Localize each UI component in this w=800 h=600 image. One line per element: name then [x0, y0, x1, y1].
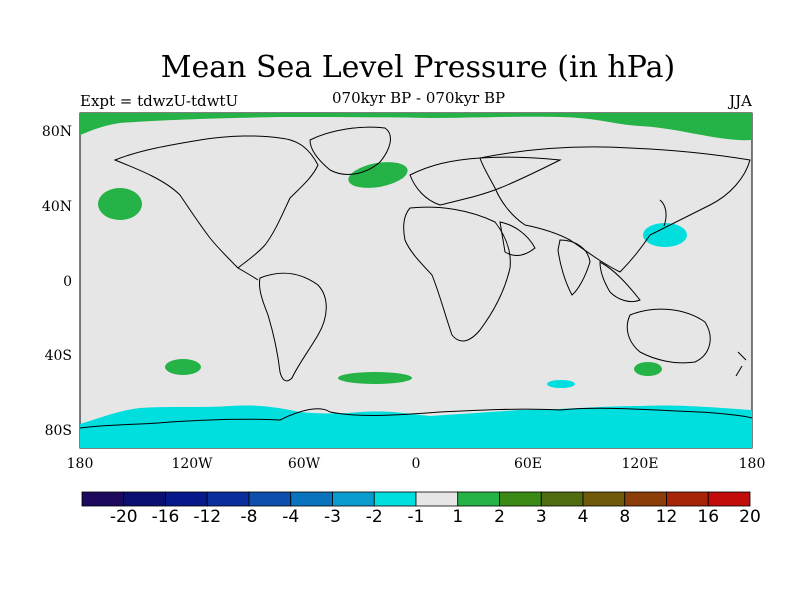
- colorbar-tick-label: 12: [655, 507, 678, 527]
- antarctica-outline: [79, 407, 753, 429]
- colorbar-swatch: [123, 491, 166, 507]
- india-outline: [557, 239, 591, 296]
- colorbar-swatch: [707, 491, 751, 507]
- southeast-asia-outline: [599, 261, 641, 303]
- colorbar-swatch: [206, 491, 250, 507]
- map-background: [79, 112, 753, 449]
- lon-tick-120e: 120E: [621, 456, 659, 472]
- asia-outline: [479, 146, 751, 273]
- colorbar-tick-label: -20: [109, 507, 138, 527]
- colorbar-tick-label: -16: [151, 507, 180, 527]
- arctic-positive-region: [80, 113, 752, 141]
- colorbar-swatch: [373, 491, 417, 507]
- colorbar-tick-label: -1: [407, 507, 425, 527]
- colorbar-tick-label: 2: [494, 507, 505, 527]
- lat-tick-40n: 40N: [41, 199, 72, 215]
- colorbar: [81, 491, 751, 507]
- west-pacific-negative-region: [643, 223, 687, 247]
- europe-outline: [409, 156, 562, 206]
- lon-tick-0: 0: [411, 456, 421, 472]
- colorbar-tick-label: -8: [240, 507, 258, 527]
- positive-anomaly-regions: [80, 113, 752, 384]
- north-america-outline: [113, 135, 319, 269]
- south-indian-positive-region: [634, 362, 662, 376]
- colorbar-swatch: [540, 491, 584, 507]
- colorbar-swatch: [415, 491, 459, 507]
- colorbar-tick-label: 4: [577, 507, 589, 527]
- colorbar-swatch: [290, 491, 333, 507]
- southern-indian-negative-region: [547, 380, 575, 388]
- experiment-label: Expt = tdwzU-tdwtU: [80, 92, 239, 110]
- colorbar-swatch: [248, 491, 292, 507]
- south-america-outline: [259, 272, 327, 382]
- lat-tick-40s: 40S: [44, 348, 72, 364]
- lon-tick-120w: 120W: [171, 456, 213, 472]
- lon-tick-180e: 180: [738, 456, 766, 472]
- colorbar-swatch: [332, 491, 375, 507]
- lon-tick-180w: 180: [66, 456, 94, 472]
- lat-tick-80s: 80S: [44, 423, 72, 439]
- north-pacific-positive-region: [98, 188, 142, 220]
- south-atlantic-positive-region: [338, 372, 412, 384]
- lon-tick-60e: 60E: [513, 456, 543, 472]
- colorbar-swatch: [582, 491, 626, 507]
- coastlines: [79, 126, 753, 429]
- colorbar-tick-label: -3: [324, 507, 341, 527]
- colorbar-swatch: [624, 491, 667, 507]
- colorbar-tick-label: 8: [619, 507, 631, 527]
- colorbar-tick-label: -12: [193, 507, 222, 527]
- colorbar-swatch: [165, 491, 208, 507]
- period-label: 070kyr BP - 070kyr BP: [332, 89, 506, 107]
- africa-outline: [403, 206, 511, 342]
- colorbar-swatch: [81, 491, 125, 507]
- colorbar-tick-label: 20: [739, 507, 761, 527]
- lon-tick-60w: 60W: [287, 456, 321, 472]
- colorbar-tick-label: 1: [452, 507, 464, 527]
- colorbar-swatch: [666, 491, 709, 507]
- map-title: Mean Sea Level Pressure (in hPa): [160, 50, 676, 85]
- new-zealand-outline: [735, 351, 747, 377]
- arabia-outline: [499, 221, 536, 256]
- central-america-outline: [237, 267, 259, 281]
- colorbar-tick-label: 3: [535, 507, 547, 527]
- north-atlantic-positive-region: [348, 162, 408, 188]
- japan-outline: [659, 199, 667, 227]
- colorbar-tick-label: -4: [282, 507, 300, 527]
- season-label: JJA: [729, 92, 752, 110]
- colorbar-swatch: [499, 491, 542, 507]
- colorbar-tick-label: -2: [365, 507, 383, 527]
- australia-outline: [626, 308, 711, 364]
- lat-tick-0: 0: [63, 274, 72, 290]
- colorbar-tick-label: 16: [697, 507, 720, 527]
- negative-anomaly-regions: [80, 223, 752, 448]
- antarctic-negative-region: [80, 405, 752, 448]
- lat-tick-80n: 80N: [41, 124, 72, 140]
- south-pacific-positive-region: [165, 359, 201, 375]
- colorbar-swatch: [457, 491, 500, 507]
- greenland-outline: [309, 126, 391, 175]
